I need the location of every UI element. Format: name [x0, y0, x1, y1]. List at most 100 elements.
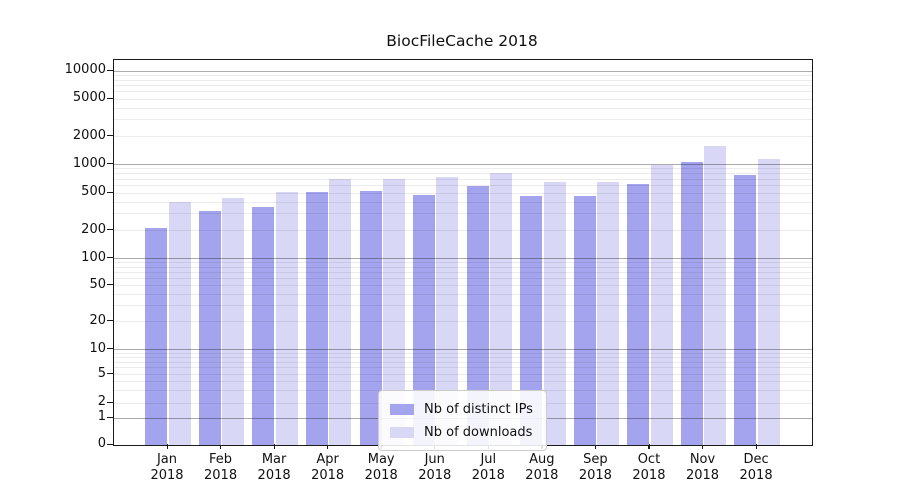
- x-tick-label-month: Dec: [743, 452, 769, 467]
- bar-downloads: [543, 181, 566, 445]
- bar-downloads: [329, 179, 352, 445]
- x-tick-label: Jul 2018: [472, 452, 505, 483]
- x-tick-label-year: 2018: [632, 467, 666, 483]
- x-tick-label: Feb 2018: [204, 452, 237, 483]
- y-tick-label: 200: [81, 221, 106, 237]
- bar-distinct-ips: [359, 191, 382, 445]
- x-tick-label: Sep 2018: [579, 452, 612, 483]
- x-tick-label-month: Mar: [261, 452, 287, 467]
- x-tick-label: Apr 2018: [311, 452, 344, 483]
- y-tick-label: 50: [89, 276, 106, 292]
- bar-downloads: [275, 191, 298, 445]
- x-tick-label-year: 2018: [685, 467, 720, 483]
- bar-distinct-ips: [627, 183, 650, 445]
- x-tick-label: Dec 2018: [740, 452, 773, 483]
- bar-downloads: [704, 145, 727, 445]
- x-tick-label-month: Nov: [689, 452, 716, 467]
- bar-distinct-ips: [520, 195, 543, 445]
- x-tick-label-month: Feb: [209, 452, 233, 467]
- legend-label-downloads: Nb of downloads: [424, 424, 533, 440]
- y-tick-mark: [107, 416, 113, 418]
- bar-downloads: [436, 177, 459, 445]
- x-tick-label-year: 2018: [257, 467, 291, 483]
- x-tick-label-month: Jul: [480, 452, 497, 467]
- y-tick-label: 2000: [72, 127, 106, 143]
- x-tick-label-year: 2018: [525, 467, 559, 483]
- y-tick-label: 10: [89, 340, 106, 356]
- x-tick-mark: [166, 444, 168, 449]
- x-tick-label-month: Oct: [637, 452, 661, 467]
- x-tick-label-year: 2018: [578, 467, 612, 483]
- x-tick-label-year: 2018: [150, 467, 184, 483]
- bar-downloads: [222, 198, 245, 445]
- x-tick-label-year: 2018: [311, 467, 345, 483]
- x-tick-label-year: 2018: [204, 467, 238, 483]
- legend-label-distinct-ips: Nb of distinct IPs: [424, 401, 533, 417]
- x-tick-mark: [220, 444, 222, 449]
- bar-distinct-ips: [680, 161, 703, 445]
- y-tick-mark: [107, 401, 113, 403]
- bar-distinct-ips: [466, 185, 489, 445]
- y-tick-label: 500: [81, 184, 106, 199]
- legend-item-distinct-ips: Nb of distinct IPs: [390, 399, 533, 419]
- y-tick-mark: [107, 135, 113, 137]
- x-tick-label: Nov 2018: [686, 452, 719, 483]
- y-tick-label: 5000: [72, 90, 106, 105]
- bar-distinct-ips: [305, 191, 328, 445]
- x-tick-label-month: Jan: [156, 452, 178, 467]
- bar-downloads: [382, 179, 405, 445]
- x-tick-label: Jan 2018: [150, 452, 183, 483]
- bar-downloads: [597, 182, 620, 445]
- x-tick-label: Aug 2018: [525, 452, 558, 483]
- y-tick-label: 2: [97, 394, 106, 409]
- y-tick-mark: [107, 320, 113, 322]
- y-tick-mark: [107, 191, 113, 193]
- y-tick-mark: [107, 69, 113, 71]
- y-tick-mark: [107, 163, 113, 165]
- y-tick-mark: [107, 257, 113, 259]
- x-tick-mark: [594, 444, 597, 449]
- bar-downloads: [757, 159, 780, 445]
- y-tick-mark: [107, 97, 113, 99]
- bar-distinct-ips: [413, 194, 436, 445]
- bars-layer: [114, 60, 812, 445]
- y-tick-label: 10000: [64, 62, 106, 77]
- x-tick-label-year: 2018: [418, 467, 452, 483]
- x-tick-label-month: May: [367, 452, 395, 467]
- x-tick-label: May 2018: [365, 452, 398, 483]
- x-tick-label-year: 2018: [471, 467, 505, 483]
- legend-swatch-distinct-ips: [390, 403, 414, 415]
- x-tick-label: Jun 2018: [418, 452, 451, 483]
- y-tick-mark: [107, 373, 113, 375]
- x-tick-mark: [273, 444, 275, 449]
- y-tick-mark: [107, 229, 113, 231]
- bar-distinct-ips: [198, 211, 221, 445]
- x-tick-mark: [702, 444, 704, 449]
- bar-downloads: [168, 202, 191, 445]
- y-tick-mark: [107, 443, 113, 445]
- x-tick-mark: [755, 444, 757, 449]
- legend-item-downloads: Nb of downloads: [390, 422, 533, 442]
- y-tick-label: 20: [89, 312, 106, 328]
- bar-distinct-ips: [734, 175, 757, 445]
- legend-swatch-downloads: [390, 426, 414, 438]
- legend: Nb of distinct IPs Nb of downloads: [378, 390, 547, 451]
- x-tick-label-year: 2018: [364, 467, 398, 483]
- y-tick-label: 0: [97, 436, 106, 451]
- y-tick-label: 1: [97, 409, 106, 424]
- x-tick-label: Oct 2018: [632, 452, 665, 483]
- y-tick-label: 5: [97, 365, 106, 381]
- bar-distinct-ips: [252, 207, 275, 445]
- chart-title: BiocFileCache 2018: [386, 32, 538, 50]
- x-tick-mark: [327, 444, 329, 449]
- y-tick-label: 100: [81, 249, 106, 265]
- x-tick-label-month: Aug: [529, 452, 555, 467]
- x-tick-label-month: Apr: [316, 452, 339, 467]
- x-tick-label: Mar 2018: [258, 452, 291, 483]
- x-tick-label-month: Sep: [583, 452, 608, 467]
- x-tick-label-month: Jun: [424, 452, 445, 467]
- bar-downloads: [490, 172, 512, 445]
- x-tick-mark: [648, 444, 650, 449]
- bar-distinct-ips: [573, 196, 596, 445]
